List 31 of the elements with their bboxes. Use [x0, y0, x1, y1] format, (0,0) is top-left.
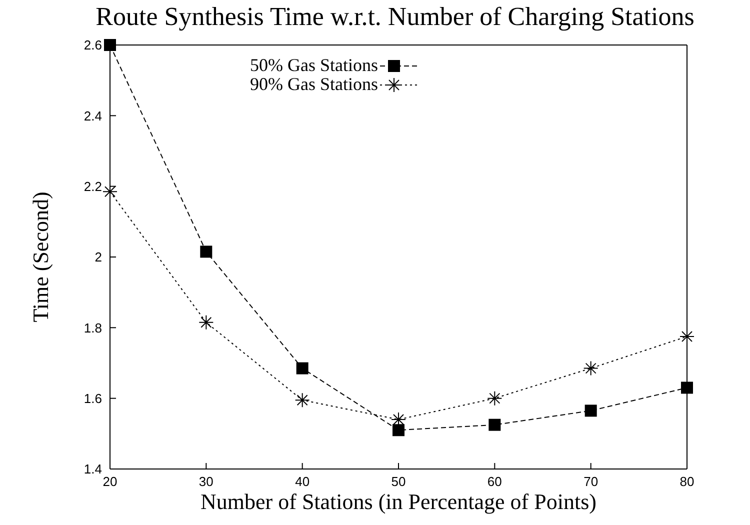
y-tick-label: 2.2 — [84, 178, 102, 194]
point — [680, 329, 694, 344]
point — [584, 404, 597, 417]
point — [296, 362, 308, 374]
point — [681, 382, 693, 394]
x-tick-label: 70 — [584, 474, 598, 490]
point — [200, 246, 212, 258]
legend-label: 50% Gas Stations — [250, 55, 378, 75]
y-tick-label: 2.6 — [84, 38, 102, 53]
y-axis-title: Time (Second) — [28, 192, 53, 322]
legend-label: 90% Gas Stations — [250, 74, 378, 94]
x-tick-label: 60 — [487, 474, 502, 490]
x-tick-label: 30 — [198, 474, 214, 490]
y-tick-label: 1.6 — [84, 390, 102, 406]
x-tick-label: 20 — [102, 474, 118, 490]
y-tick-label: 2 — [94, 250, 102, 265]
point — [488, 418, 501, 431]
y-tick-label: 2.4 — [84, 108, 102, 124]
y-tick-label: 1.8 — [84, 320, 102, 336]
point — [487, 390, 502, 406]
x-tick-label: 50 — [391, 474, 406, 490]
x-tick-label: 80 — [680, 474, 694, 490]
x-axis-title: Number of Stations (in Percentage of Points) — [200, 489, 596, 514]
point — [392, 424, 404, 436]
chart-title: Route Synthesis Time w.r.t. Number of Charging Stations — [94, 2, 696, 32]
point — [104, 39, 116, 51]
x-tick-label: 40 — [295, 474, 310, 490]
point — [583, 360, 598, 376]
y-tick-label: 1.4 — [84, 462, 102, 477]
point — [198, 314, 214, 330]
point — [294, 392, 310, 408]
